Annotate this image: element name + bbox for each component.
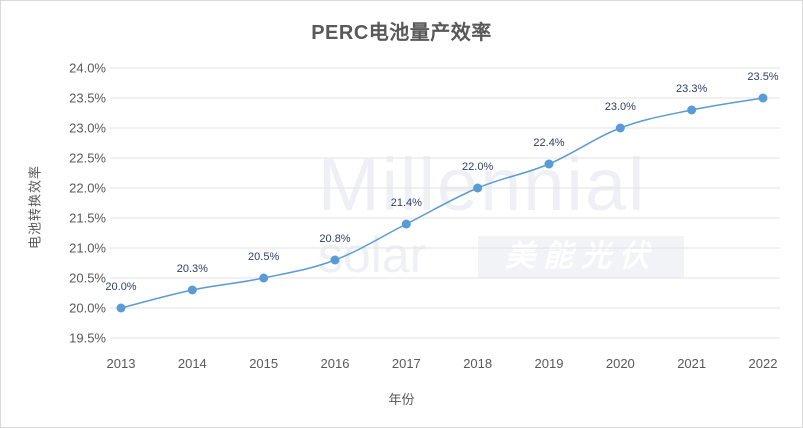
- data-label: 20.8%: [319, 233, 351, 245]
- data-label: 21.4%: [390, 197, 422, 209]
- x-axis-label: 年份: [388, 392, 415, 407]
- data-point: [687, 105, 697, 115]
- y-tick-label: 20.5%: [69, 270, 106, 286]
- x-tick-label: 2022: [748, 356, 778, 371]
- data-point: [758, 93, 768, 103]
- y-tick-label: 21.5%: [69, 210, 106, 226]
- gridlines: [110, 67, 780, 339]
- y-tick-label: 23.5%: [69, 90, 106, 106]
- data-point: [401, 219, 411, 229]
- data-points: [116, 93, 768, 313]
- data-label: 22.0%: [462, 161, 494, 173]
- data-label: 23.0%: [604, 101, 636, 113]
- data-label: 20.0%: [105, 281, 137, 293]
- y-tick-label: 22.0%: [69, 180, 106, 196]
- x-tick-label: 2021: [677, 356, 707, 371]
- data-point: [259, 273, 269, 283]
- data-label: 23.3%: [676, 83, 708, 95]
- watermark-badge: 美能光伏: [478, 236, 684, 278]
- data-point: [473, 183, 483, 193]
- x-tick-label: 2016: [320, 356, 350, 371]
- x-tick-label: 2017: [391, 356, 421, 371]
- watermark-text: Millennial: [318, 143, 647, 226]
- watermark-subtext: solar: [318, 227, 427, 283]
- data-label: 20.5%: [248, 251, 280, 263]
- data-point: [330, 255, 340, 265]
- y-tick-label: 23.0%: [69, 120, 106, 136]
- data-point: [116, 303, 126, 313]
- y-tick-label: 20.0%: [69, 300, 106, 316]
- data-point: [187, 285, 197, 295]
- data-label: 20.3%: [176, 263, 208, 275]
- data-point: [544, 159, 554, 169]
- data-label: 22.4%: [533, 137, 565, 149]
- x-tick-label: 2020: [605, 356, 635, 371]
- data-label: 23.5%: [747, 71, 779, 83]
- x-tick-label: 2015: [249, 356, 279, 371]
- y-tick-label: 21.0%: [69, 240, 106, 256]
- y-tick-label: 22.5%: [69, 150, 106, 166]
- y-tick-label: 24.0%: [69, 60, 106, 76]
- x-tick-label: 2013: [106, 356, 136, 371]
- x-tick-label: 2014: [177, 356, 207, 371]
- x-tick-label: 2018: [463, 356, 493, 371]
- y-tick-label: 19.5%: [69, 330, 106, 346]
- x-tick-label: 2019: [534, 356, 564, 371]
- chart-title: PERC电池量产效率: [311, 22, 492, 44]
- data-point: [615, 123, 625, 133]
- series-line: [120, 97, 764, 309]
